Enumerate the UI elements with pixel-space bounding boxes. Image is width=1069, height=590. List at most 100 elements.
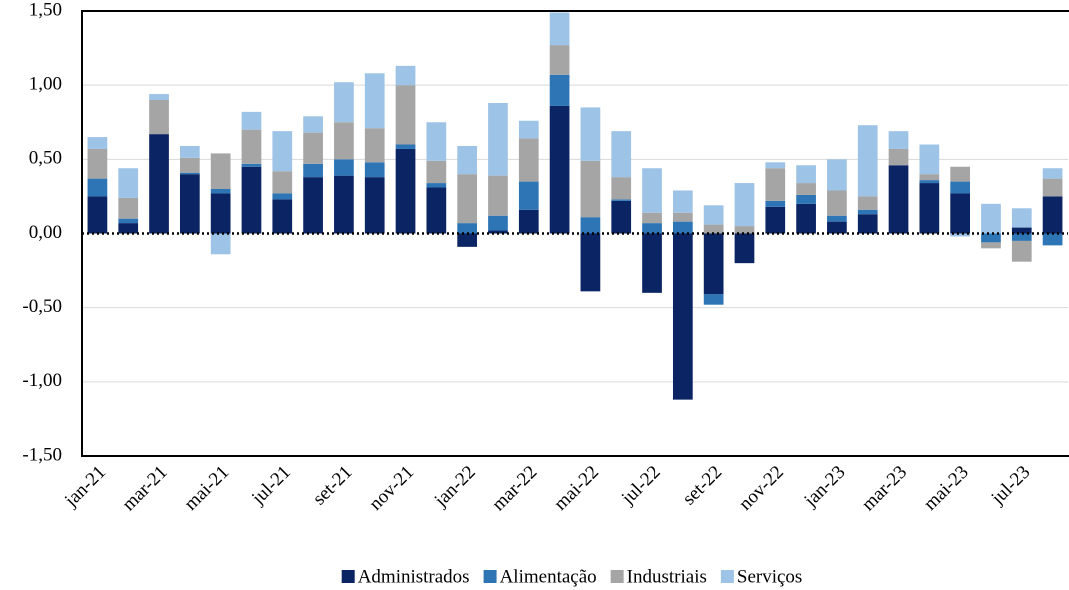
bar-segment xyxy=(149,134,169,234)
bar-segment xyxy=(118,197,139,219)
bar-segment xyxy=(981,203,1001,234)
bar-segment xyxy=(611,199,632,201)
bar-segment xyxy=(179,172,200,175)
bar-segment xyxy=(518,120,539,139)
bar-segment xyxy=(518,138,539,182)
bar-segment xyxy=(518,209,539,234)
bar-segment xyxy=(642,233,662,293)
bar-segment xyxy=(827,159,847,191)
legend-label: Industriais xyxy=(627,566,707,587)
legend-label: Administrados xyxy=(358,566,470,587)
bar-segment xyxy=(364,73,385,129)
bar-segment xyxy=(364,162,385,178)
bar-segment xyxy=(241,163,262,167)
bar-segment xyxy=(549,74,570,106)
bar-segment xyxy=(919,180,940,184)
bar-segment xyxy=(334,122,354,160)
bar-segment xyxy=(179,157,200,173)
x-tick-label: set-22 xyxy=(679,462,727,510)
y-tick-label: 0,50 xyxy=(29,148,62,169)
y-tick-label: 1,50 xyxy=(29,0,62,20)
bar-segment xyxy=(580,107,601,161)
x-tick-label: mai-23 xyxy=(920,462,973,515)
bar-segment xyxy=(488,175,508,216)
bar-segment xyxy=(734,183,755,227)
bar-segment xyxy=(611,131,632,178)
bar-segment xyxy=(426,187,447,234)
bar-segment xyxy=(919,183,940,234)
bar-segment xyxy=(919,174,940,181)
bar-segment xyxy=(950,193,971,234)
bar-segment xyxy=(919,144,940,175)
bar-segment xyxy=(827,190,847,216)
bar-segment xyxy=(734,226,755,234)
bar-segment xyxy=(488,102,508,176)
bar-segment xyxy=(426,183,447,188)
bar-segment xyxy=(765,162,786,169)
x-tick-label: mar-21 xyxy=(118,462,171,515)
bar-segment xyxy=(1011,240,1032,262)
x-tick-label: mar-23 xyxy=(858,462,911,515)
bar-segment xyxy=(703,205,724,225)
x-tick-label: jul-21 xyxy=(247,462,295,510)
bar-segment xyxy=(1042,168,1063,179)
legend: Administrados Alimentação Industriais Servi… xyxy=(341,566,802,587)
bar-segment xyxy=(149,100,169,135)
bar-segment xyxy=(457,145,478,175)
bar-segment xyxy=(672,212,693,222)
bar-segment xyxy=(950,233,971,237)
bar-segment xyxy=(87,137,108,149)
bar-segment xyxy=(395,148,416,234)
bar-segment xyxy=(827,215,847,222)
bar-segment xyxy=(457,174,478,224)
x-tick-label: jan-23 xyxy=(800,462,850,512)
bar-segment xyxy=(1011,233,1032,241)
bar-segment xyxy=(1011,208,1032,228)
bar-segment xyxy=(672,190,693,213)
bar-segment xyxy=(981,233,1001,243)
y-tick-label: 1,00 xyxy=(29,74,62,95)
bar-segment xyxy=(950,181,971,194)
bar-segment xyxy=(703,294,724,305)
bar-segment xyxy=(857,209,878,215)
x-tick-label: jan-21 xyxy=(60,462,110,512)
legend-swatch xyxy=(483,570,497,583)
bar-segment xyxy=(642,212,662,224)
bar-segment xyxy=(303,177,323,234)
bar-segment xyxy=(857,196,878,210)
bar-segment xyxy=(334,82,354,123)
bar-segment xyxy=(395,65,416,86)
bar-segment xyxy=(950,166,971,182)
bar-segment xyxy=(488,215,508,231)
plot-frame xyxy=(81,10,1069,457)
bar-segment xyxy=(703,233,724,295)
x-tick-label: jul-23 xyxy=(987,462,1035,510)
bar-segment xyxy=(334,159,354,176)
bar-segment xyxy=(179,174,200,234)
bar-segment xyxy=(580,160,601,218)
bar-segment xyxy=(765,168,786,201)
legend-swatch xyxy=(720,570,734,583)
bar-segment xyxy=(241,166,262,234)
bar-segment xyxy=(272,131,293,172)
bar-segment xyxy=(796,183,816,195)
bar-segment xyxy=(149,94,169,100)
bar-segment xyxy=(303,116,323,133)
legend-swatch xyxy=(341,570,355,583)
x-tick-label: jul-22 xyxy=(617,462,665,510)
bar-segment xyxy=(87,196,108,234)
legend-swatch xyxy=(610,570,624,583)
bar-segment xyxy=(765,206,786,234)
bar-segment xyxy=(1011,227,1032,234)
bar-segment xyxy=(395,85,416,145)
bar-segment xyxy=(549,45,570,75)
bar-segment xyxy=(87,148,108,179)
bar-segment xyxy=(549,105,570,234)
bar-segment xyxy=(549,12,570,46)
bar-segment xyxy=(642,223,662,234)
x-tick-label: nov-22 xyxy=(735,462,788,515)
y-tick-label: -1,00 xyxy=(22,370,62,391)
bar-segment xyxy=(210,193,231,234)
bar-segment xyxy=(210,233,231,255)
